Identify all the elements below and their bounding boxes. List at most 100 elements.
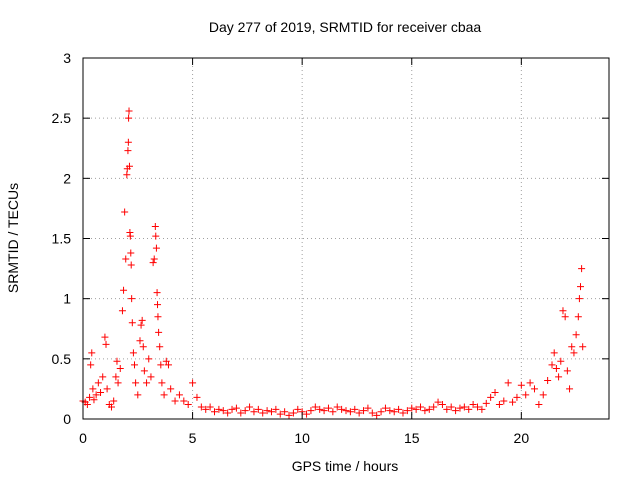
data-point [88,349,96,357]
data-point [197,403,205,411]
data-point [152,244,160,252]
data-point [137,321,145,329]
data-point [386,407,394,415]
data-point [544,376,552,384]
data-point [157,361,165,369]
data-point [504,379,512,387]
data-point [90,396,98,404]
data-point [351,405,359,413]
data-point [136,337,144,345]
data-point [563,367,571,375]
data-point [557,357,565,365]
data-point [272,405,280,413]
data-point [395,405,403,413]
data-point [548,361,556,369]
data-point [152,232,160,240]
data-point [417,403,425,411]
data-point [333,403,341,411]
data-point [232,404,240,412]
data-point [522,391,530,399]
data-point [127,249,135,257]
data-point [425,405,433,413]
data-point [408,404,416,412]
data-point [355,409,363,417]
data-point [465,405,473,413]
data-point [215,405,223,413]
data-point [116,364,124,372]
data-point [121,208,129,216]
data-point [140,367,148,375]
data-point [124,147,132,155]
data-point [311,403,319,411]
data-point [478,405,486,413]
data-point [86,393,94,401]
data-point [412,405,420,413]
data-point [320,407,328,415]
y-tick-label: 2 [63,170,71,186]
data-point [574,313,582,321]
y-tick-label: 0.5 [52,351,72,367]
data-point [122,255,130,263]
data-point [474,403,481,411]
data-point [83,401,91,409]
data-point [184,401,192,409]
data-point [294,405,302,413]
data-point [329,408,337,416]
data-point [246,403,254,411]
data-point [138,316,146,324]
data-point [377,408,385,416]
x-tick-label: 5 [189,430,197,446]
data-point [156,343,164,351]
y-tick-label: 3 [63,50,71,66]
data-point [259,409,267,417]
data-point [373,411,381,419]
data-point [250,408,258,416]
data-point [211,408,218,416]
data-point [495,401,503,409]
data-point [202,405,210,413]
data-point [167,385,175,393]
data-point [568,343,576,351]
data-point [561,313,569,321]
data-point [281,408,289,416]
data-point [155,328,163,336]
data-points [79,107,587,419]
data-point [145,355,153,363]
data-point [482,399,490,407]
chart-title: Day 277 of 2019, SRMTID for receiver cba… [209,19,482,35]
data-point [303,410,311,418]
data-point [364,404,372,412]
data-point [559,307,567,315]
data-point [360,407,368,415]
x-axis-label: GPS time / hours [292,458,399,474]
x-tick-label: 10 [294,430,310,446]
data-point [126,232,134,240]
data-point [125,107,133,115]
data-point [134,391,142,399]
data-point [324,404,332,412]
data-point [89,385,97,393]
data-point [125,162,133,170]
data-point [132,379,140,387]
data-point [154,313,162,321]
data-point [438,401,446,409]
data-point [150,255,158,263]
data-point [171,397,179,405]
data-point [509,398,517,406]
data-point [381,404,389,412]
data-point [575,295,583,303]
data-point [550,349,558,357]
data-point [131,361,139,369]
data-point [579,343,587,351]
data-point [189,379,197,387]
data-point [123,171,131,179]
data-point [149,259,157,267]
data-point [513,393,521,401]
data-point [151,222,159,230]
x-tick-label: 20 [514,430,530,446]
data-point [566,385,574,393]
data-point [443,405,451,413]
y-tick-label: 1.5 [52,231,72,247]
